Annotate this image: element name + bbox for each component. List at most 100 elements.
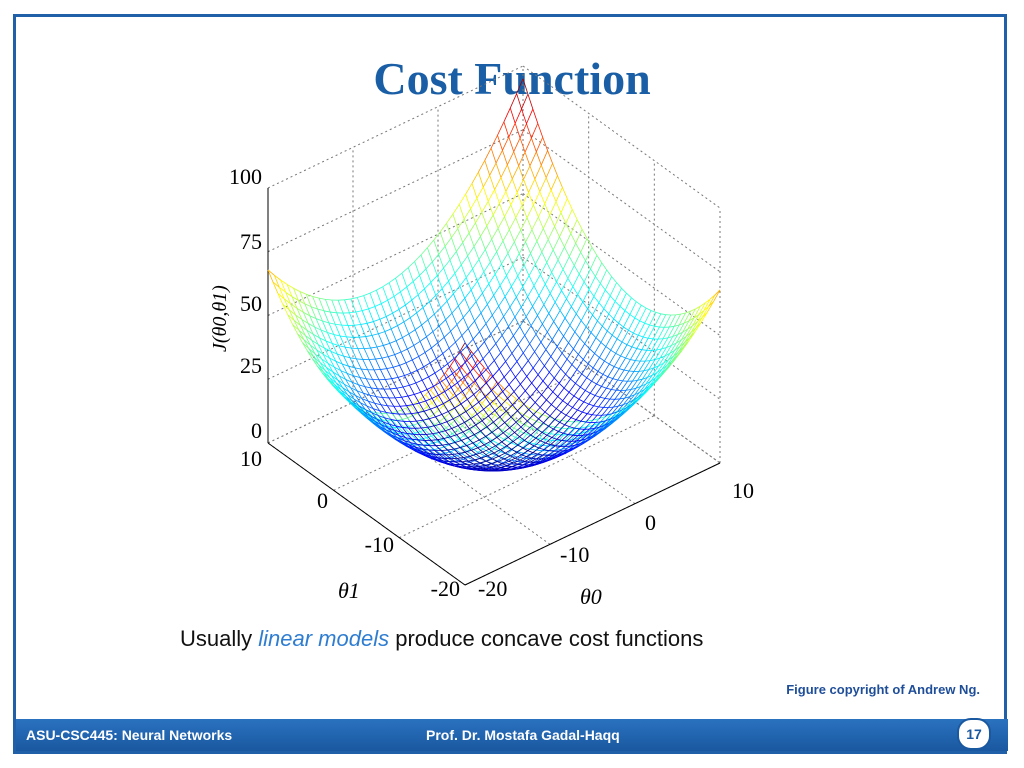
- surface-mesh-line: [267, 269, 275, 276]
- surface-mesh-line: [671, 342, 677, 346]
- surface-mesh-line: [545, 437, 553, 444]
- surface-mesh-line: [419, 336, 427, 342]
- surface-mesh-line: [443, 330, 451, 338]
- surface-mesh-line: [547, 226, 555, 240]
- surface-mesh-line: [610, 416, 616, 420]
- surface-mesh-line: [302, 342, 310, 349]
- surface-mesh-line: [544, 272, 553, 285]
- surface-mesh-line: [507, 398, 513, 406]
- surface-mesh-line: [623, 314, 631, 328]
- surface-mesh-line: [384, 430, 392, 436]
- surface-mesh-line: [425, 389, 431, 395]
- surface-mesh-line: [554, 301, 561, 311]
- surface-mesh-line: [567, 278, 574, 287]
- surface-mesh-line: [420, 450, 427, 454]
- surface-mesh-line: [574, 320, 582, 333]
- surface-mesh-line: [555, 201, 562, 213]
- surface-mesh-line: [543, 293, 551, 305]
- surface-mesh-line: [367, 400, 374, 409]
- surface-mesh-line: [513, 459, 521, 464]
- surface-mesh-line: [621, 407, 627, 411]
- surface-mesh-line: [602, 313, 610, 327]
- surface-mesh-line: [370, 387, 377, 397]
- surface-mesh-line: [474, 434, 480, 441]
- surface-mesh-line: [581, 363, 589, 375]
- surface-mesh-line: [499, 410, 507, 418]
- surface-mesh-line: [518, 335, 526, 345]
- surface-mesh-line: [581, 373, 587, 379]
- surface-mesh-line: [417, 412, 424, 421]
- surface-mesh-line: [609, 390, 617, 400]
- surface-mesh-line: [574, 427, 580, 430]
- surface-mesh-line: [519, 459, 526, 462]
- surface-mesh-line: [380, 413, 388, 421]
- surface-mesh-line: [462, 391, 468, 400]
- surface-mesh-line: [559, 223, 567, 238]
- surface-mesh-line: [285, 292, 291, 304]
- surface-mesh-line: [593, 418, 600, 426]
- surface-mesh-line: [424, 427, 431, 431]
- surface-mesh-line: [552, 391, 559, 397]
- surface-mesh-line: [514, 123, 521, 139]
- surface-mesh-line: [274, 275, 280, 288]
- surface-mesh-line: [589, 428, 595, 430]
- surface-mesh-line: [448, 407, 455, 412]
- surface-mesh-line: [376, 396, 383, 398]
- surface-mesh-line: [629, 394, 635, 398]
- surface-mesh-line: [588, 276, 596, 290]
- surface-mesh-line: [470, 197, 478, 210]
- surface-mesh-line: [414, 254, 422, 262]
- surface-mesh-line: [417, 451, 425, 456]
- surface-mesh-line: [684, 332, 692, 343]
- surface-mesh-line: [484, 420, 491, 428]
- surface-mesh-line: [526, 108, 534, 124]
- surface-mesh-line: [496, 316, 504, 326]
- surface-mesh-line: [524, 434, 532, 441]
- surface-mesh-line: [307, 350, 315, 358]
- surface-mesh-line: [508, 460, 514, 464]
- surface-mesh-line: [356, 297, 363, 311]
- surface-mesh-line: [552, 383, 560, 393]
- surface-mesh-line: [590, 268, 596, 277]
- surface-mesh-line: [513, 151, 520, 166]
- surface-mesh-line: [454, 273, 461, 287]
- surface-mesh-line: [559, 414, 567, 423]
- surface-mesh-line: [568, 391, 575, 397]
- surface-mesh-line: [452, 453, 459, 455]
- surface-mesh-line: [397, 375, 405, 378]
- surface-mesh-line: [553, 428, 559, 432]
- surface-mesh-line: [408, 329, 416, 335]
- surface-mesh-line: [614, 301, 621, 307]
- surface-mesh-line: [492, 455, 500, 460]
- surface-mesh-line: [293, 319, 301, 326]
- surface-mesh-line: [340, 335, 347, 338]
- surface-mesh-line: [453, 358, 460, 369]
- surface-mesh-line: [272, 281, 279, 294]
- surface-mesh-line: [480, 225, 488, 237]
- surface-mesh-line: [624, 297, 632, 311]
- surface-mesh-line: [421, 437, 427, 440]
- surface-mesh-line: [397, 420, 405, 428]
- surface-mesh-line: [516, 179, 524, 193]
- surface-mesh-line: [302, 342, 308, 352]
- surface-mesh-line: [378, 379, 385, 390]
- surface-mesh-line: [584, 332, 592, 344]
- surface-mesh-line: [492, 458, 498, 463]
- surface-mesh-line: [514, 454, 522, 459]
- surface-mesh-line: [472, 259, 480, 270]
- surface-mesh-line: [391, 376, 399, 380]
- surface-mesh-line: [429, 362, 436, 374]
- surface-mesh-line: [489, 175, 495, 190]
- surface-mesh-line: [452, 373, 458, 383]
- surface-mesh-line: [322, 353, 330, 359]
- surface-mesh-line: [409, 433, 417, 440]
- surface-mesh-line: [475, 390, 481, 398]
- surface-mesh-line: [495, 162, 502, 178]
- surface-mesh-line: [645, 307, 652, 311]
- surface-mesh-line: [378, 331, 385, 335]
- surface-mesh-line: [561, 352, 568, 360]
- surface-mesh-line: [585, 433, 591, 440]
- surface-mesh-line: [545, 349, 552, 357]
- surface-mesh-line: [523, 461, 531, 466]
